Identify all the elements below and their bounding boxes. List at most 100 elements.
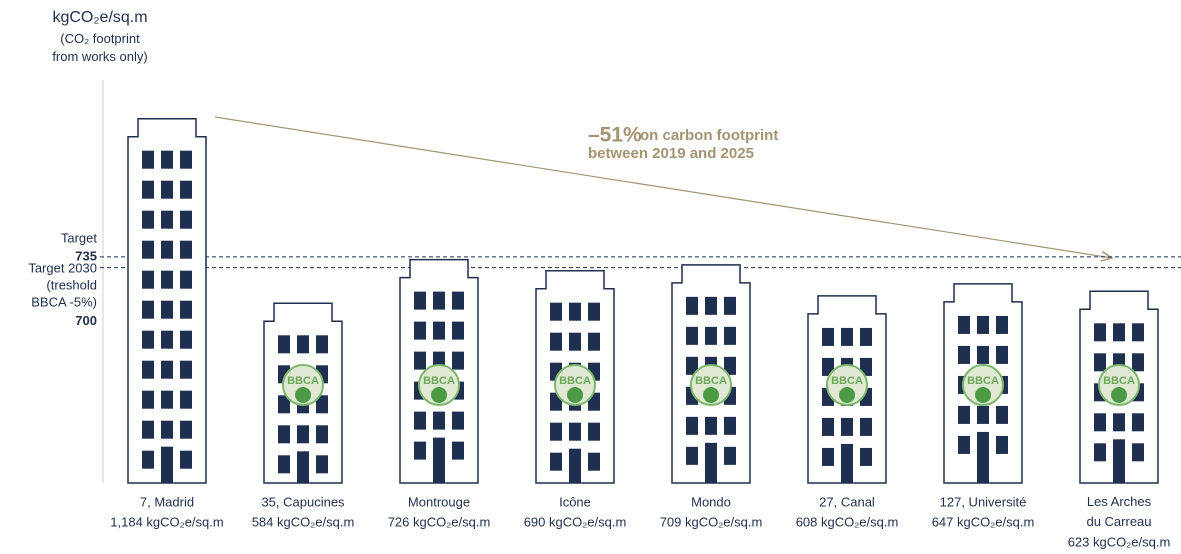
x-tick-label: 127, Université xyxy=(940,494,1027,509)
window xyxy=(180,450,192,469)
window xyxy=(1113,323,1125,342)
value-label: 709 kgCO₂e/sq.m xyxy=(660,514,763,529)
window xyxy=(724,296,736,315)
window xyxy=(958,345,970,364)
window xyxy=(161,360,173,379)
window xyxy=(142,390,154,409)
x-tick-label: Les Arches du Carreau xyxy=(1086,494,1151,529)
window xyxy=(433,321,445,340)
window xyxy=(550,332,562,351)
x-tick-label: 7, Madrid xyxy=(140,494,194,509)
badge-globe xyxy=(703,387,719,403)
y-axis-title: kgCO₂e/sq.m xyxy=(52,9,147,26)
window xyxy=(860,327,872,346)
badge-text: BBCA xyxy=(695,375,727,387)
window xyxy=(841,327,853,346)
window xyxy=(161,210,173,229)
window xyxy=(161,240,173,259)
window xyxy=(588,302,600,321)
window xyxy=(686,446,698,465)
y-axis-subtitle: (CO₂ footprint from works only) xyxy=(52,31,147,64)
window xyxy=(180,330,192,349)
value-label: 623 kgCO₂e/sq.m xyxy=(1068,534,1171,549)
window xyxy=(414,321,426,340)
window xyxy=(1132,413,1144,432)
window xyxy=(1113,413,1125,432)
window xyxy=(822,417,834,436)
value-label: 726 kgCO₂e/sq.m xyxy=(388,514,491,529)
window xyxy=(142,330,154,349)
window xyxy=(569,422,581,441)
window xyxy=(142,300,154,319)
window xyxy=(452,291,464,310)
window xyxy=(550,422,562,441)
window xyxy=(180,360,192,379)
window xyxy=(996,345,1008,364)
trend-arrow xyxy=(214,116,1112,258)
value-label: 1,184 kgCO₂e/sq.m xyxy=(110,514,223,529)
window xyxy=(860,447,872,466)
window xyxy=(1094,443,1106,462)
window xyxy=(588,452,600,471)
window xyxy=(822,447,834,466)
badge-globe xyxy=(1111,387,1127,403)
window xyxy=(142,270,154,289)
window xyxy=(452,411,464,430)
window xyxy=(1094,413,1106,432)
window xyxy=(297,425,309,444)
window xyxy=(142,450,154,469)
badge-globe xyxy=(839,387,855,403)
badge xyxy=(826,364,868,406)
door xyxy=(433,437,445,483)
x-tick-label: Mondo xyxy=(691,494,731,509)
reference-label: Target 2030 (treshold BBCA -5%) xyxy=(28,261,97,310)
window xyxy=(414,411,426,430)
window xyxy=(452,321,464,340)
window xyxy=(316,335,328,354)
window xyxy=(1094,353,1106,372)
window xyxy=(180,210,192,229)
window xyxy=(297,335,309,354)
window xyxy=(180,420,192,439)
window xyxy=(161,270,173,289)
window xyxy=(142,360,154,379)
window xyxy=(278,395,290,414)
window xyxy=(180,270,192,289)
door xyxy=(569,448,581,483)
window xyxy=(452,441,464,460)
window xyxy=(958,405,970,424)
badge-text: BBCA xyxy=(1103,375,1135,387)
window xyxy=(1132,443,1144,462)
window xyxy=(316,395,328,414)
badge-text: BBCA xyxy=(423,375,455,387)
window xyxy=(180,300,192,319)
door xyxy=(977,431,989,483)
annotation-highlight: –51% xyxy=(588,124,642,147)
window xyxy=(433,411,445,430)
window xyxy=(686,416,698,435)
window xyxy=(278,425,290,444)
reference-value: 700 xyxy=(75,313,97,328)
window xyxy=(550,452,562,471)
window xyxy=(588,332,600,351)
badge-globe xyxy=(431,387,447,403)
window xyxy=(686,326,698,345)
value-label: 647 kgCO₂e/sq.m xyxy=(932,514,1035,529)
badge xyxy=(282,364,324,406)
window xyxy=(161,420,173,439)
window xyxy=(278,455,290,474)
window xyxy=(142,150,154,169)
badge-text: BBCA xyxy=(559,375,591,387)
window xyxy=(841,417,853,436)
window xyxy=(977,315,989,334)
badge xyxy=(418,364,460,406)
window xyxy=(414,291,426,310)
window xyxy=(180,240,192,259)
window xyxy=(977,405,989,424)
window xyxy=(142,180,154,199)
window xyxy=(180,390,192,409)
window xyxy=(316,425,328,444)
badge-globe xyxy=(567,387,583,403)
badge-text: BBCA xyxy=(831,375,863,387)
window xyxy=(142,210,154,229)
